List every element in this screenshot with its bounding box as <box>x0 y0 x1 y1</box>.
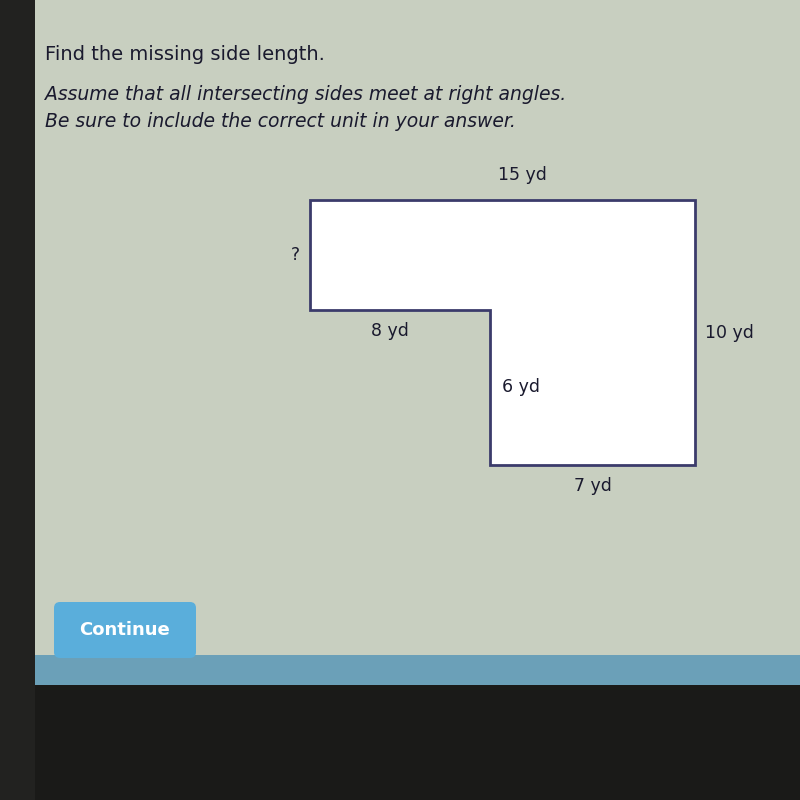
Text: Continue: Continue <box>80 621 170 639</box>
Text: 10 yd: 10 yd <box>705 323 754 342</box>
Text: Assume that all intersecting sides meet at right angles.: Assume that all intersecting sides meet … <box>45 85 566 104</box>
Text: 7 yd: 7 yd <box>574 477 611 495</box>
Bar <box>0 0 35 800</box>
Text: 8 yd: 8 yd <box>371 322 409 340</box>
Text: Find the missing side length.: Find the missing side length. <box>45 45 325 64</box>
Text: Be sure to include the correct unit in your answer.: Be sure to include the correct unit in y… <box>45 112 516 131</box>
Bar <box>0 680 800 800</box>
Text: 15 yd: 15 yd <box>498 166 547 184</box>
Bar <box>0 655 800 685</box>
FancyBboxPatch shape <box>54 602 196 658</box>
Text: ?: ? <box>291 246 300 264</box>
Text: 6 yd: 6 yd <box>502 378 540 397</box>
Polygon shape <box>310 200 695 465</box>
